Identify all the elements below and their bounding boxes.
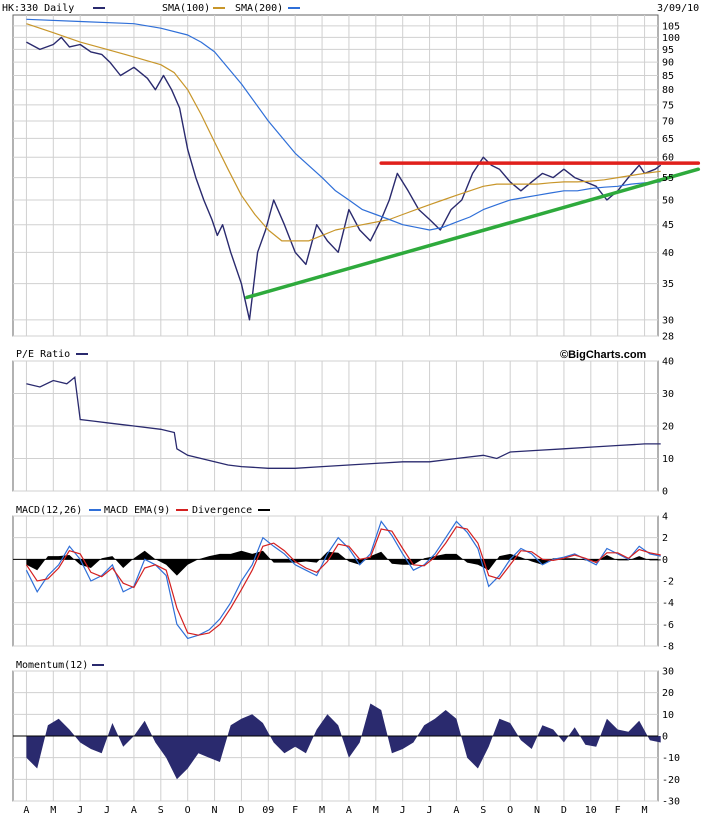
x-tick-label: J bbox=[77, 805, 83, 816]
price-y-tick-label: 40 bbox=[662, 248, 674, 259]
pe-ratio-line bbox=[26, 376, 661, 469]
symbol-label: HK:330 Daily bbox=[2, 3, 74, 14]
momentum-y-tick-label: -30 bbox=[662, 797, 680, 808]
x-tick-label: O bbox=[507, 805, 513, 816]
price-y-tick-label: 70 bbox=[662, 117, 674, 128]
momentum-y-tick-label: 10 bbox=[662, 710, 674, 721]
pe-y-tick-label: 30 bbox=[662, 389, 674, 400]
macd-y-tick-label: 2 bbox=[662, 533, 668, 544]
price-y-tick-label: 55 bbox=[662, 173, 674, 184]
sma100-line bbox=[26, 23, 661, 242]
tick-layer: A M J J A S O N D 09 F M A M J J A S O N D 10 F M28303540455055… bbox=[23, 21, 680, 816]
price-y-tick-label: 30 bbox=[662, 315, 674, 326]
price-y-tick-label: 35 bbox=[662, 279, 674, 290]
x-tick-label: S bbox=[480, 805, 486, 816]
price-y-tick-label: 100 bbox=[662, 33, 680, 44]
x-tick-label: S bbox=[158, 805, 164, 816]
macd-y-tick-label: -4 bbox=[662, 598, 674, 609]
macd-y-tick-label: 4 bbox=[662, 512, 668, 523]
x-tick-label: A bbox=[346, 805, 352, 816]
macd-y-tick-label: -6 bbox=[662, 620, 674, 631]
price-y-tick-label: 105 bbox=[662, 21, 680, 32]
pe-y-tick-label: 10 bbox=[662, 454, 674, 465]
price-y-tick-label: 65 bbox=[662, 134, 674, 145]
x-tick-label: A bbox=[23, 805, 29, 816]
x-tick-label: A bbox=[131, 805, 137, 816]
price-y-tick-label: 95 bbox=[662, 45, 674, 56]
bigcharts-brand: ©BigCharts.com bbox=[560, 349, 647, 361]
macd-y-tick-label: -8 bbox=[662, 642, 674, 653]
sma100-legend-label: SMA(100) bbox=[162, 3, 210, 14]
macd-y-tick-label: -2 bbox=[662, 577, 674, 588]
x-tick-label: N bbox=[534, 805, 540, 816]
momentum-panel-title: Momentum(12) bbox=[16, 660, 88, 671]
price-y-tick-label: 80 bbox=[662, 85, 674, 96]
x-tick-label: M bbox=[373, 805, 379, 816]
x-tick-label: J bbox=[104, 805, 110, 816]
momentum-y-tick-label: 20 bbox=[662, 688, 674, 699]
x-tick-label: N bbox=[212, 805, 218, 816]
pe-y-tick-label: 0 bbox=[662, 487, 668, 498]
x-tick-label: F bbox=[615, 805, 621, 816]
price-y-tick-label: 75 bbox=[662, 100, 674, 111]
x-tick-label: F bbox=[292, 805, 298, 816]
momentum-y-tick-label: 30 bbox=[662, 667, 674, 678]
momentum-area bbox=[26, 703, 661, 780]
support-line bbox=[245, 167, 701, 300]
price-y-tick-label: 90 bbox=[662, 58, 674, 69]
plot-layer bbox=[13, 18, 701, 780]
price-y-tick-label: 60 bbox=[662, 153, 674, 164]
x-tick-label: 10 bbox=[585, 805, 597, 816]
x-tick-label: A bbox=[453, 805, 459, 816]
price-y-tick-label: 45 bbox=[662, 220, 674, 231]
x-tick-label: D bbox=[561, 805, 567, 816]
divergence-legend-label: Divergence bbox=[192, 505, 252, 516]
momentum-y-tick-label: 0 bbox=[662, 732, 668, 743]
momentum-y-tick-label: -20 bbox=[662, 775, 680, 786]
pe-y-tick-label: 40 bbox=[662, 357, 674, 368]
x-tick-label: O bbox=[185, 805, 191, 816]
price-y-tick-label: 28 bbox=[662, 332, 674, 343]
x-tick-label: M bbox=[642, 805, 648, 816]
x-tick-label: J bbox=[427, 805, 433, 816]
macd-y-tick-label: 0 bbox=[662, 555, 668, 566]
price-panel bbox=[12, 14, 659, 337]
x-tick-label: D bbox=[238, 805, 244, 816]
date-label: 3/09/10 bbox=[657, 3, 699, 14]
divergence-area bbox=[26, 550, 661, 576]
x-tick-label: M bbox=[319, 805, 325, 816]
pe-y-tick-label: 20 bbox=[662, 422, 674, 433]
price-line bbox=[26, 36, 662, 321]
sma200-line bbox=[26, 18, 661, 231]
price-y-tick-label: 85 bbox=[662, 71, 674, 82]
macd-panel-title: MACD(12,26) bbox=[16, 505, 82, 516]
x-tick-label: M bbox=[50, 805, 56, 816]
sma200-legend-label: SMA(200) bbox=[235, 3, 283, 14]
x-tick-label: 09 bbox=[262, 805, 274, 816]
x-tick-label: J bbox=[400, 805, 406, 816]
momentum-y-tick-label: -10 bbox=[662, 753, 680, 764]
macd_ema-line bbox=[25, 526, 661, 636]
pe-panel-title: P/E Ratio bbox=[16, 349, 70, 360]
price-y-tick-label: 50 bbox=[662, 195, 674, 206]
macd-ema-legend-label: MACD EMA(9) bbox=[104, 505, 170, 516]
